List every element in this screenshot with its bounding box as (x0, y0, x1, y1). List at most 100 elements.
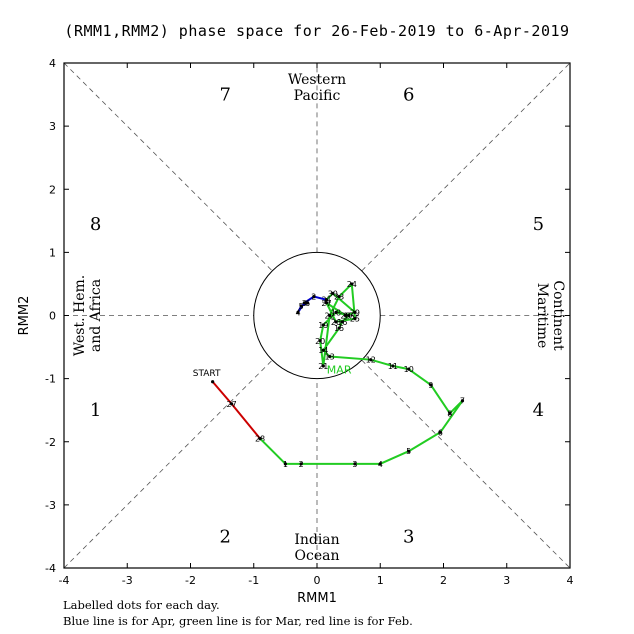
day-label: 6 (305, 299, 310, 308)
phase-label-8: 8 (90, 214, 101, 235)
month-label: MAR (327, 364, 352, 377)
data-point (211, 380, 215, 384)
data-point (337, 326, 341, 330)
day-label: 29 (350, 308, 360, 317)
data-point (318, 339, 322, 343)
x-tick-label: -2 (185, 574, 196, 587)
day-label: 4 (295, 308, 300, 317)
data-point (299, 304, 303, 308)
x-tick-label: 2 (440, 574, 447, 587)
region-label-bottom: Indian (294, 532, 339, 548)
day-label: 22 (325, 312, 335, 321)
day-label: 14 (318, 346, 328, 355)
x-tick-label: 3 (503, 574, 510, 587)
data-point (321, 364, 325, 368)
region-label-left: and Africa (88, 279, 104, 352)
region-label-right: Continent (550, 280, 566, 351)
day-label: 4 (378, 460, 383, 469)
day-label: 15 (334, 324, 344, 333)
phase-label-4: 4 (533, 400, 544, 421)
day-label: 23 (334, 293, 344, 302)
day-label: 7 (460, 397, 465, 406)
day-label: 3 (352, 460, 357, 469)
day-label: 21 (318, 362, 328, 371)
x-tick-label: -4 (59, 574, 70, 587)
data-point (347, 313, 351, 318)
y-tick-label: 4 (49, 57, 56, 70)
y-tick-label: -1 (45, 373, 56, 386)
day-label: 24 (347, 280, 357, 289)
data-point (305, 301, 310, 305)
data-point (448, 411, 452, 415)
series-line-feb (211, 381, 261, 440)
guide-line (63, 62, 273, 272)
day-label: 27 (227, 400, 237, 409)
region-label-left: West. Hem. (72, 275, 88, 356)
start-label: START (193, 369, 221, 379)
day-label: 12 (366, 356, 376, 365)
data-point (340, 320, 344, 324)
day-label: 28 (340, 312, 350, 321)
day-label: 20 (315, 337, 325, 346)
day-label: 2 (311, 293, 316, 302)
y-tick-label: 0 (49, 310, 56, 323)
day-label: 10 (404, 365, 414, 374)
day-label: 19 (318, 321, 328, 330)
data-point (350, 282, 354, 286)
data-point (429, 383, 433, 387)
data-point (230, 402, 234, 406)
data-point (460, 399, 465, 403)
guide-line (361, 359, 571, 569)
x-tick-label: 0 (314, 574, 321, 587)
data-point (369, 358, 373, 362)
x-tick-label: 4 (567, 574, 574, 587)
day-label: 8 (447, 409, 452, 418)
day-label: 6 (438, 428, 443, 437)
series-line-mar (259, 282, 464, 465)
y-tick-label: -4 (45, 562, 56, 575)
data-point (258, 436, 262, 441)
data-point (331, 291, 335, 296)
footnote-dots: Labelled dots for each day. (63, 598, 220, 612)
guide-line (361, 62, 571, 272)
y-tick-label: 2 (49, 183, 56, 196)
day-label: 3 (302, 299, 307, 308)
x-axis-label: RMM1 (297, 591, 337, 606)
y-tick-label: 1 (49, 246, 56, 259)
region-label-top: Pacific (294, 88, 341, 104)
data-point (378, 462, 382, 466)
chart-title: (RMM1,RMM2) phase space for 26-Feb-2019 … (64, 22, 570, 40)
data-point (353, 462, 357, 466)
day-label: 13 (325, 353, 335, 362)
day-label: 25 (350, 315, 360, 324)
region-label-right: Maritime (534, 283, 550, 349)
y-tick-label: -3 (45, 499, 56, 512)
data-point (312, 294, 316, 299)
data-point (299, 462, 303, 466)
region-label-bottom: Ocean (295, 548, 340, 564)
data-point (343, 313, 348, 318)
footnote-lines: Blue line is for Apr, green line is for … (63, 614, 413, 628)
data-point (321, 348, 325, 352)
day-label: 17 (344, 312, 354, 321)
x-tick-label: 1 (377, 574, 384, 587)
day-label: 30 (328, 289, 338, 298)
data-point (391, 364, 395, 368)
region-label-top: Western (288, 72, 346, 88)
data-point (302, 301, 306, 305)
y-tick-label: -2 (45, 436, 56, 449)
data-point (438, 430, 442, 434)
y-tick-label: 3 (49, 120, 56, 133)
data-point (334, 310, 338, 314)
data-point (337, 294, 341, 299)
phase-label-1: 1 (90, 400, 101, 421)
data-point (407, 449, 411, 453)
data-point (324, 301, 329, 305)
phase-label-3: 3 (403, 526, 414, 547)
data-point (353, 317, 357, 321)
data-point (407, 367, 411, 371)
day-label: 5 (406, 447, 411, 456)
phase-label-2: 2 (220, 526, 231, 547)
day-label: 2 (299, 460, 304, 469)
